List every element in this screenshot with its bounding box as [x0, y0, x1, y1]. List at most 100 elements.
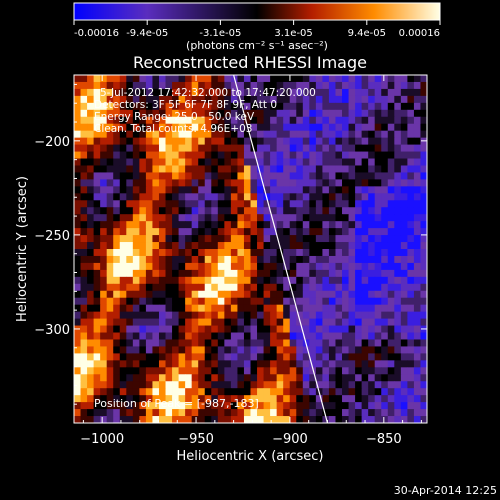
heatmap-cell: [119, 290, 127, 299]
heatmap-cell: [283, 318, 291, 326]
heatmap-cell: [80, 367, 88, 375]
heatmap-cell: [230, 116, 238, 125]
heatmap-cell: [302, 186, 310, 194]
heatmap-cell: [237, 102, 245, 111]
heatmap-cell: [394, 151, 402, 159]
heatmap-cell: [100, 374, 108, 382]
heatmap-cell: [243, 262, 251, 271]
heatmap-cell: [328, 193, 336, 201]
heatmap-cell: [387, 290, 395, 299]
heatmap-cell: [250, 339, 258, 347]
heatmap-cell: [420, 262, 427, 271]
heatmap-cell: [106, 207, 114, 215]
heatmap-cell: [342, 276, 349, 285]
heatmap-cell: [381, 283, 389, 292]
heatmap-cell: [296, 123, 304, 132]
heatmap-cell: [217, 262, 225, 271]
heatmap-cell: [257, 374, 264, 382]
heatmap-cell: [126, 235, 134, 243]
heatmap-cell: [296, 269, 304, 278]
heatmap-cell: [270, 200, 278, 208]
heatmap-cell: [224, 151, 232, 159]
heatmap-cell: [158, 409, 166, 417]
heatmap-cell: [315, 353, 323, 361]
heatmap-cell: [348, 311, 356, 319]
heatmap-cell: [139, 172, 147, 180]
heatmap-cell: [172, 318, 179, 326]
heatmap-cell: [172, 346, 179, 354]
heatmap-cell: [87, 297, 95, 306]
heatmap-cell: [139, 144, 147, 152]
heatmap-cell: [413, 193, 421, 201]
heatmap-cell: [381, 255, 389, 264]
heatmap-cell: [335, 235, 343, 243]
heatmap-cell: [374, 297, 382, 306]
heatmap-cell: [119, 409, 127, 417]
heatmap-cell: [381, 353, 389, 361]
heatmap-cell: [387, 179, 395, 187]
heatmap-cell: [100, 221, 108, 229]
heatmap-cell: [211, 367, 219, 375]
heatmap-cell: [230, 235, 238, 243]
heatmap-cell: [145, 88, 153, 97]
heatmap-cell: [139, 283, 147, 292]
heatmap-cell: [93, 130, 101, 139]
heatmap-cell: [211, 193, 219, 201]
heatmap-cell: [283, 255, 291, 264]
heatmap-cell: [217, 402, 225, 410]
heatmap-cell: [309, 367, 317, 375]
heatmap-cell: [335, 207, 343, 215]
heatmap-cell: [152, 193, 160, 201]
heatmap-cell: [87, 360, 95, 368]
heatmap-cell: [185, 81, 193, 90]
heatmap-cell: [342, 102, 349, 111]
heatmap-cell: [315, 116, 323, 125]
heatmap-cell: [237, 179, 245, 187]
heatmap-cell: [302, 158, 310, 166]
heatmap-cell: [348, 207, 356, 215]
heatmap-cell: [420, 242, 427, 250]
heatmap-cell: [257, 228, 264, 236]
heatmap-cell: [87, 249, 95, 257]
heatmap-cell: [211, 102, 219, 111]
heatmap-cell: [211, 311, 219, 319]
heatmap-cell: [106, 381, 114, 389]
heatmap-cell: [126, 325, 134, 333]
heatmap-cell: [407, 88, 415, 97]
heatmap-cell: [348, 304, 356, 313]
heatmap-cell: [250, 116, 258, 125]
heatmap-cell: [361, 332, 369, 340]
heatmap-cell: [191, 416, 199, 423]
heatmap-cell: [178, 221, 186, 229]
heatmap-cell: [172, 360, 179, 368]
heatmap-cell: [237, 339, 245, 347]
heatmap-cell: [113, 75, 121, 83]
heatmap-cell: [172, 283, 179, 292]
heatmap-cell: [348, 395, 356, 403]
heatmap-cell: [374, 151, 382, 159]
heatmap-cell: [100, 249, 108, 257]
heatmap-cell: [74, 95, 81, 104]
heatmap-cell: [368, 137, 376, 145]
heatmap-cell: [348, 221, 356, 229]
heatmap-cell: [139, 381, 147, 389]
heatmap-cell: [263, 269, 271, 278]
heatmap-cell: [93, 116, 101, 125]
heatmap-cell: [420, 255, 427, 264]
heatmap-cell: [283, 402, 291, 410]
heatmap-cell: [289, 186, 297, 194]
heatmap-cell: [93, 81, 101, 90]
heatmap-cell: [374, 416, 382, 423]
heatmap-cell: [119, 346, 127, 354]
heatmap-cell: [172, 228, 179, 236]
heatmap-cell: [289, 242, 297, 250]
heatmap-cell: [132, 172, 140, 180]
heatmap-cell: [217, 235, 225, 243]
heatmap-cell: [257, 276, 264, 285]
heatmap-cell: [368, 102, 376, 111]
heatmap-cell: [145, 311, 153, 319]
heatmap-cell: [145, 137, 153, 145]
heatmap-cell: [348, 151, 356, 159]
heatmap-cell: [191, 311, 199, 319]
heatmap-cell: [374, 346, 382, 354]
